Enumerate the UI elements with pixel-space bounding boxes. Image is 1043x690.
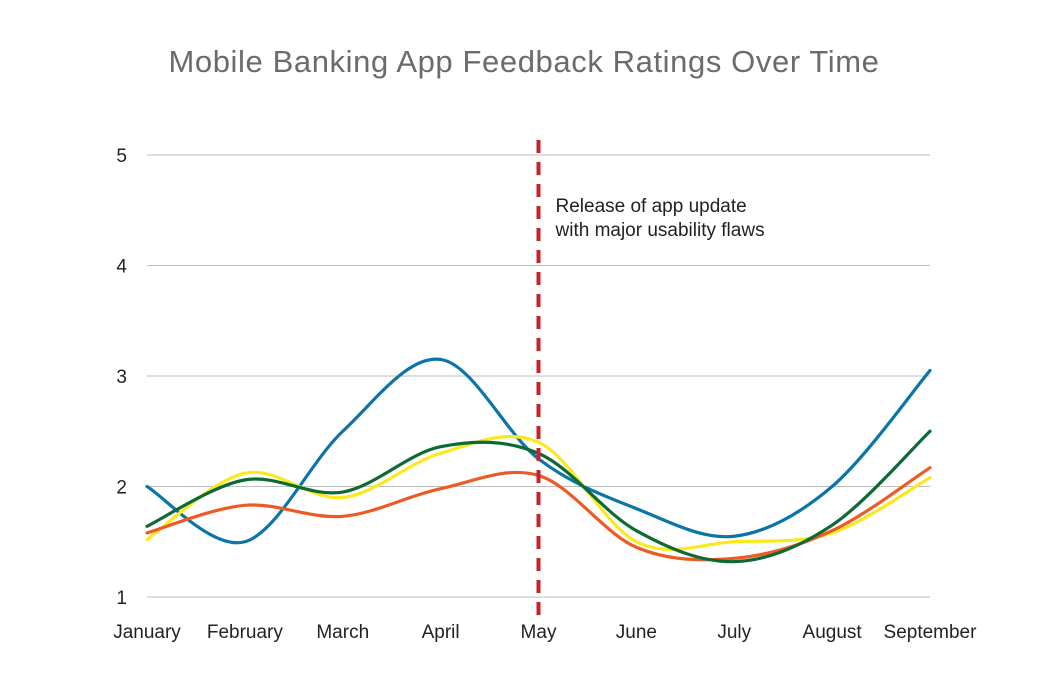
annotation-line-2: with major usability flaws [555, 220, 765, 241]
x-tick-label: March [316, 622, 369, 643]
series-line-1 [145, 357, 932, 545]
x-tick-label: February [207, 622, 284, 643]
y-tick-label: 5 [116, 146, 127, 167]
y-axis-ticks: 1 2 3 4 5 [116, 146, 127, 609]
y-tick-label: 1 [116, 588, 127, 609]
annotation-line-1: Release of app update [556, 196, 747, 217]
x-tick-label: January [113, 622, 181, 643]
release-annotation: Release of app update with major usabili… [536, 140, 765, 615]
x-tick-label: June [616, 622, 657, 643]
y-tick-label: 3 [116, 367, 127, 388]
x-tick-label: April [422, 622, 460, 643]
series-line-2 [145, 434, 932, 552]
grid-lines [147, 154, 930, 598]
x-tick-label: July [717, 622, 751, 643]
y-tick-label: 4 [116, 257, 127, 278]
y-tick-label: 2 [116, 478, 127, 499]
chart-title: Mobile Banking App Feedback Ratings Over… [168, 44, 879, 79]
x-axis-ticks: January February March April May June July Augu… [113, 622, 977, 643]
x-tick-label: May [521, 622, 557, 643]
x-tick-label: September [884, 622, 978, 643]
x-tick-label: August [803, 622, 863, 643]
